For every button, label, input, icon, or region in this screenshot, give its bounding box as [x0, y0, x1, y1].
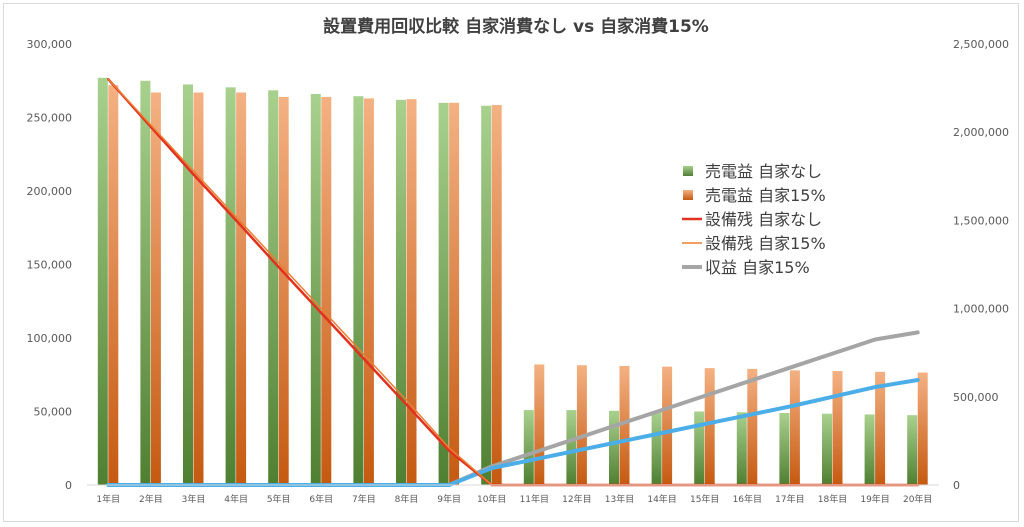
y-left-tick-label: 100,000 — [27, 332, 73, 345]
bar-jikanashi — [694, 411, 705, 485]
bar-jika15 — [278, 96, 289, 486]
bar-jikanashi — [183, 84, 193, 486]
bar-jikanashi — [97, 77, 108, 485]
legend-label: 売電益 自家なし — [705, 162, 822, 181]
bar-jikanashi — [864, 414, 875, 485]
y-left-tick-label: 200,000 — [27, 185, 73, 198]
bar-jikanashi — [523, 410, 534, 485]
x-tick-label: 12年目 — [562, 493, 591, 505]
bar-jika15 — [662, 366, 673, 485]
bar-jikanashi — [651, 411, 662, 485]
x-tick-label: 5年目 — [267, 493, 291, 505]
axes-group: 0 50,000 100,000 150,000 200,000 250,000 300,0… — [27, 38, 1009, 505]
y-left-tick-label: 250,000 — [27, 112, 73, 125]
bar-jika15 — [491, 105, 502, 485]
bar-jika15 — [747, 368, 758, 485]
bar-jikanashi — [736, 412, 747, 485]
x-tick-label: 3年目 — [182, 493, 206, 505]
legend-label: 売電益 自家15% — [705, 186, 826, 205]
x-tick-label: 15年目 — [690, 493, 719, 505]
y-right-tick-label: 1,500,000 — [953, 214, 1009, 227]
x-tick-label: 2年目 — [139, 493, 163, 505]
legend-swatch — [683, 190, 693, 200]
y-left-tick-label: 150,000 — [27, 259, 73, 272]
x-tick-label: 18年目 — [818, 493, 847, 505]
bar-jika15 — [789, 370, 800, 485]
bar-jika15 — [449, 102, 460, 486]
bar-jikanashi — [481, 105, 492, 486]
bar-jika15 — [534, 364, 545, 485]
x-tick-label: 7年目 — [352, 493, 376, 505]
bar-jikanashi — [566, 410, 577, 485]
bar-jikanashi — [225, 87, 236, 486]
bar-jikanashi — [396, 99, 406, 486]
bar-jika15 — [108, 85, 119, 485]
chart-title: 設置費用回収比較 自家消費なし vs 自家消費15% — [323, 16, 709, 37]
bar-jika15 — [576, 365, 587, 485]
y-left-tick-label: 300,000 — [27, 38, 73, 51]
bar-jika15 — [619, 365, 630, 485]
x-tick-label: 17年目 — [775, 493, 804, 505]
bar-jika15 — [917, 372, 928, 485]
x-tick-label: 1年目 — [96, 493, 120, 505]
legend-label: 設備残 自家なし — [705, 210, 822, 229]
bar-jika15 — [363, 98, 374, 485]
x-tick-label: 11年目 — [520, 493, 549, 505]
bar-jikanashi — [822, 413, 832, 485]
bar-jikanashi — [438, 102, 449, 486]
x-tick-label: 10年目 — [477, 493, 506, 505]
x-tick-label: 8年目 — [395, 493, 419, 505]
bar-jikanashi — [779, 412, 790, 485]
bar-jikanashi — [353, 96, 364, 485]
bar-jikanashi — [140, 80, 151, 485]
y-right-tick-label: 2,500,000 — [953, 38, 1009, 51]
x-tick-label: 19年目 — [860, 493, 889, 505]
bar-jika15 — [193, 92, 204, 485]
y-right-tick-label: 2,000,000 — [953, 126, 1009, 139]
bar-jika15 — [875, 371, 886, 485]
bar-jika15 — [832, 371, 843, 485]
x-tick-label: 6年目 — [309, 493, 333, 505]
y-right-tick-label: 0 — [953, 479, 960, 492]
y-right-tick-label: 1,000,000 — [953, 303, 1009, 316]
y-left-tick-label: 0 — [65, 479, 72, 492]
bar-group — [97, 77, 928, 486]
bar-jika15 — [704, 368, 715, 485]
bar-jika15 — [321, 96, 332, 486]
bar-jika15 — [236, 92, 247, 485]
bar-jikanashi — [907, 415, 918, 485]
x-tick-label: 13年目 — [605, 493, 634, 505]
bar-jikanashi — [268, 90, 279, 486]
bar-jikanashi — [609, 410, 619, 485]
legend-label: 設備残 自家15% — [705, 234, 826, 253]
chart-frame: 設置費用回収比較 自家消費なし vs 自家消費15% 0 50,000 100,00… — [3, 3, 1019, 522]
bar-jikanashi — [310, 93, 321, 485]
x-tick-label: 9年目 — [437, 493, 461, 505]
y-left-tick-label: 50,000 — [34, 406, 73, 419]
bar-jika15 — [150, 92, 161, 485]
bar-jika15 — [406, 99, 417, 485]
x-tick-label: 20年目 — [903, 493, 932, 505]
x-tick-label: 16年目 — [733, 493, 762, 505]
legend-label: 収益 自家15% — [705, 258, 810, 277]
legend-swatch — [683, 166, 693, 176]
x-tick-label: 4年目 — [224, 493, 248, 505]
x-tick-label: 14年目 — [647, 493, 676, 505]
y-right-tick-label: 500,000 — [953, 391, 999, 404]
chart: 設置費用回収比較 自家消費なし vs 自家消費15% 0 50,000 100,00… — [27, 16, 1009, 505]
